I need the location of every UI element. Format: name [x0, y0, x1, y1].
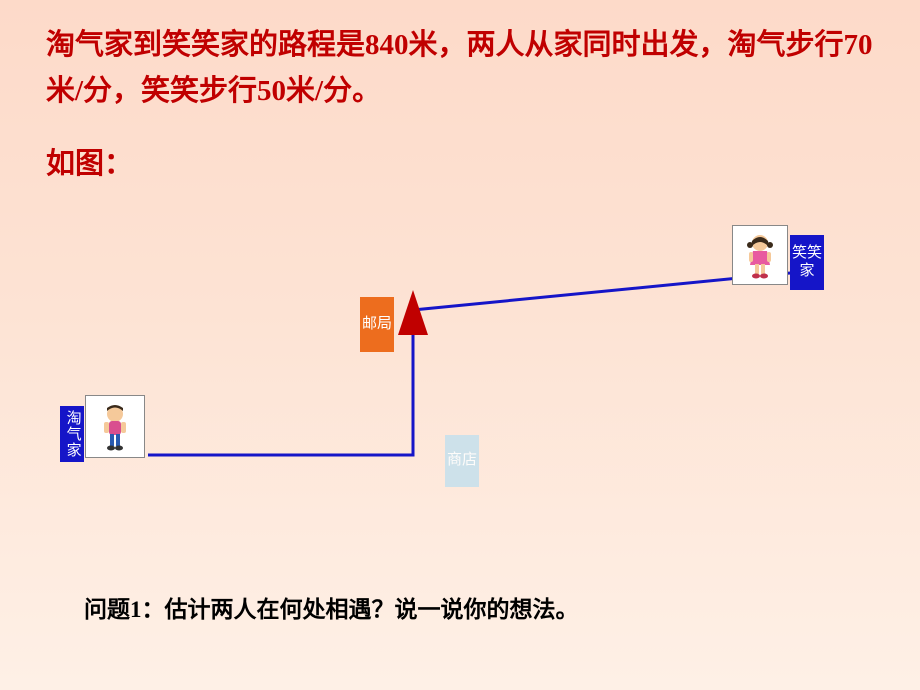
post-office-label: 邮局 — [360, 297, 394, 352]
taoqi-image — [85, 395, 145, 458]
rutu-label: 如图： — [46, 140, 133, 182]
xiaoxiao-home-label: 笑笑家 — [790, 235, 824, 290]
boy-icon — [92, 402, 138, 452]
path-diagram: 淘气家 邮局 商店 笑笑家 — [60, 225, 860, 505]
problem-text: 淘气家到笑笑家的路程是840米，两人从家同时出发，淘气步行70米/分，笑笑步行5… — [46, 22, 880, 115]
shop-label: 商店 — [445, 435, 479, 487]
taoqi-home-label: 淘气家 — [60, 406, 84, 462]
path-line — [148, 273, 790, 455]
arrow-marker — [398, 290, 428, 335]
xiaoxiao-image — [732, 225, 788, 285]
question-1: 问题1：估计两人在何处相遇？说一说你的想法。 — [84, 590, 579, 624]
girl-icon — [739, 231, 781, 279]
